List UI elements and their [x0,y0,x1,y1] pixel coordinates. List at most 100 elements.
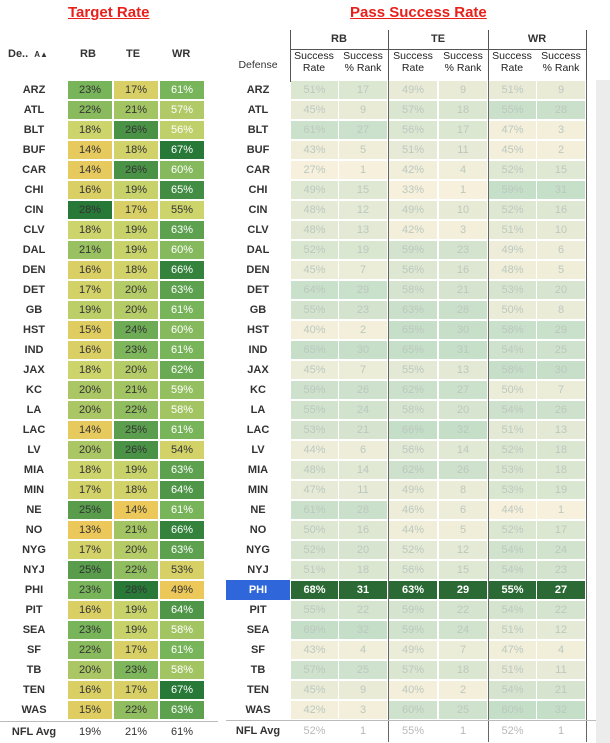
success-rate-cell: 54% [489,341,536,359]
wr-group-header: WR [527,33,547,45]
target-avg-row: NFL Avg 19% 21% 61% [0,721,218,742]
target-cell: 55% [160,201,204,219]
success-rate-cell: 50% [489,381,536,399]
vertical-scrollbar[interactable] [596,80,610,743]
success-rank-cell: 8 [537,301,585,319]
team-label: TB [250,664,266,676]
team-label: DEN [246,264,270,276]
team-label: MIN [23,484,45,496]
team-label: CIN [24,204,44,216]
target-cell: 19% [114,601,158,619]
sort-icon[interactable]: A▲ [34,50,48,59]
success-rank-cell: 18 [339,561,387,579]
team-label: SF [26,644,42,656]
wr-rank-header[interactable]: Success % Rank [541,50,581,74]
success-rate-cell: 59% [291,381,338,399]
success-rate-cell: 52% [489,161,536,179]
target-cell: 22% [68,101,112,119]
target-cell: 22% [114,701,158,719]
success-rate-cell: 56% [389,261,437,279]
success-rank-cell: 12 [439,541,487,559]
success-rate-cell: 53% [489,281,536,299]
success-rate-cell: 51% [489,661,536,679]
success-row-sea: SEA 69% 32 59% 24 51% 12 [226,620,610,640]
target-cell: 15% [68,701,112,719]
success-rate-cell: 49% [389,641,437,659]
defense-header[interactable]: Defense [238,59,278,71]
target-row-la: LA 20% 22% 58% [0,400,218,420]
team-label: MIN [247,484,269,496]
target-cell: 24% [114,321,158,339]
success-rate-cell: 49% [291,181,338,199]
target-row-ten: TEN 16% 17% 67% [0,680,218,700]
team-label: SEA [22,624,46,636]
success-rate-cell: 58% [489,321,536,339]
target-row-chi: CHI 16% 19% 65% [0,180,218,200]
team-label: WAS [245,704,271,716]
success-rank-cell: 14 [339,461,387,479]
rb-column-header[interactable]: RB [80,48,96,60]
team-label: NE [250,504,266,516]
target-cell: 18% [68,361,112,379]
success-rate-cell: 53% [489,481,536,499]
target-row-was: WAS 15% 22% 63% [0,700,218,720]
target-row-pit: PIT 16% 19% 64% [0,600,218,620]
success-rank-cell: 28 [537,101,585,119]
te-rate-header[interactable]: Success Rate [393,50,433,74]
success-rank-cell: 13 [339,221,387,239]
target-row-tb: TB 20% 23% 58% [0,660,218,680]
success-rate-cell: 40% [389,681,437,699]
team-label: DET [247,284,269,296]
team-label: JAX [23,364,45,376]
defense-column-header[interactable]: De.. A▲ [8,48,48,60]
te-rank-header[interactable]: Success % Rank [443,50,483,74]
success-rank-cell: 9 [339,681,387,699]
rb-rate-header[interactable]: Success Rate [294,50,334,74]
success-rate-cell: 49% [389,201,437,219]
team-label: BUF [246,144,270,156]
success-rate-cell: 51% [489,81,536,99]
team-label: TB [26,664,42,676]
team-label: PIT [249,604,267,616]
target-cell: 26% [114,121,158,139]
target-row-no: NO 13% 21% 66% [0,520,218,540]
target-row-nyj: NYJ 25% 22% 53% [0,560,218,580]
target-cell: 20% [114,281,158,299]
target-cell: 23% [68,81,112,99]
target-row-buf: BUF 14% 18% 67% [0,140,218,160]
team-label: LAC [22,424,46,436]
target-cell: 19% [114,241,158,259]
target-row-lv: LV 20% 26% 54% [0,440,218,460]
target-row-arz: ARZ 23% 17% 61% [0,80,218,100]
team-label: HST [23,324,45,336]
success-rank-cell: 22 [537,601,585,619]
target-row-sf: SF 22% 17% 61% [0,640,218,660]
success-rate-cell: 54% [489,601,536,619]
team-label: LAC [246,424,270,436]
success-row-lac: LAC 53% 21 66% 32 51% 13 [226,420,610,440]
avg-cell: 21% [124,726,148,738]
target-cell: 18% [68,461,112,479]
target-cell: 18% [68,121,112,139]
success-row-mia: MIA 48% 14 62% 26 53% 18 [226,460,610,480]
target-cell: 23% [114,341,158,359]
success-row-blt: BLT 61% 27 56% 17 47% 3 [226,120,610,140]
target-row-phi: PHI 23% 28% 49% [0,580,218,600]
success-rate-cell: 42% [291,701,338,719]
success-row-atl: ATL 45% 9 57% 18 55% 28 [226,100,610,120]
success-rate-cell: 53% [489,461,536,479]
wr-column-header[interactable]: WR [172,48,191,60]
target-cell: 61% [160,501,204,519]
rb-rank-header[interactable]: Success % Rank [343,50,383,74]
success-rank-cell: 14 [439,441,487,459]
success-rate-cell: 57% [291,661,338,679]
success-rate-cell: 68% [291,581,338,599]
success-rate-cell: 55% [291,601,338,619]
team-label: KC [250,384,266,396]
success-rate-cell: 65% [389,341,437,359]
te-column-header[interactable]: TE [126,48,141,60]
team-label: BLT [247,124,269,136]
success-rank-cell: 25 [537,341,585,359]
wr-rate-header[interactable]: Success Rate [492,50,532,74]
success-rate-cell: 43% [291,141,338,159]
